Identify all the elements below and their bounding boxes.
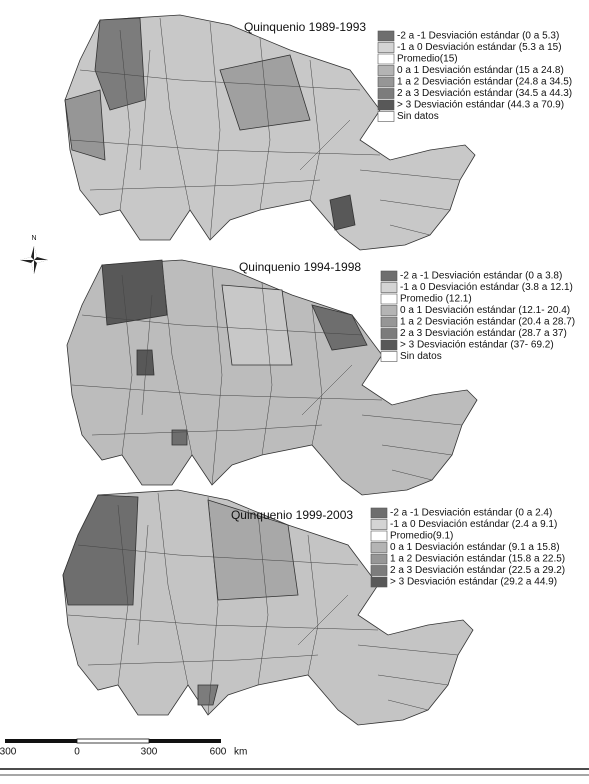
compass-highlight [20,246,48,274]
scale-segment [5,739,77,743]
region [62,494,139,606]
legend-swatch [370,530,388,542]
legend-swatch [370,542,388,553]
legend-label: > 3 Desviación estándar (44.3 a 70.9) [397,100,564,111]
map-1999-2003 [62,489,474,726]
region [219,54,311,131]
legend-swatch [380,328,398,339]
legend-label: > 3 Desviación estándar (37- 69.2) [400,340,554,351]
legend-swatch [380,293,398,305]
legend-swatch [377,76,395,88]
panel-title: Quinquenio 1989-1993 [244,20,366,34]
region [64,89,106,161]
scale-label: 600 [210,747,227,758]
legend-swatch [380,351,398,362]
region [171,429,188,446]
legend-swatch [370,576,388,588]
legend-swatch [377,111,395,122]
legend-swatch [380,270,398,282]
scale-segment [149,739,221,743]
legend-label: -2 a -1 Desviación estándar (0 a 2.4) [390,508,552,519]
legend-label: 0 a 1 Desviación estándar (15 a 24.8) [397,65,564,76]
legend-swatch [370,519,388,530]
legend-label: Promedio(15) [397,54,458,65]
legend-swatch [380,282,398,293]
legend-label: -1 a 0 Desviación estándar (3.8 a 12.1) [400,282,573,293]
legend-label: Sin datos [397,111,439,122]
legend-swatch [377,53,395,65]
legend-label: Promedio(9.1) [390,531,453,542]
legend-label: 1 a 2 Desviación estándar (24.8 a 34.5) [397,77,572,88]
region [197,684,219,706]
region [221,284,293,366]
legend-swatch [377,88,395,99]
legend-label: -2 a -1 Desviación estándar (0 a 3.8) [400,271,562,282]
map-1989-1993 [64,14,476,251]
legend-swatch [377,42,395,53]
compass: N [20,235,48,274]
legend-swatch [380,316,398,328]
map-1994-1998 [66,259,478,496]
legend-label: 0 a 1 Desviación estándar (12.1- 20.4) [400,305,570,316]
legend-label: > 3 Desviación estándar (29.2 a 44.9) [390,577,557,588]
legend-swatch [380,305,398,316]
legend-label: -1 a 0 Desviación estándar (2.4 a 9.1) [390,519,557,530]
panel-title: Quinquenio 1999-2003 [231,508,353,522]
legend-swatch [377,30,395,42]
compass-label: N [31,235,36,242]
region [136,349,155,376]
legend-swatch [380,339,398,351]
legend-label: Sin datos [400,351,442,362]
legend-swatch [377,99,395,111]
legend-swatch [377,65,395,76]
legend-label: 2 a 3 Desviación estándar (34.5 a 44.3) [397,88,572,99]
legend-label: Promedio (12.1) [400,294,472,305]
legend-label: 2 a 3 Desviación estándar (22.5 a 29.2) [390,565,565,576]
legend-swatch [370,565,388,576]
legend-swatch [370,507,388,519]
scale-unit: km [234,747,247,758]
maps [62,14,478,726]
legend-label: -1 a 0 Desviación estándar (5.3 a 15) [397,42,562,53]
region [311,304,368,351]
scale-segment [76,738,150,744]
legend-label: 1 a 2 Desviación estándar (15.8 a 22.5) [390,554,565,565]
scale-label: 300 [141,747,158,758]
scale-label: 0 [74,747,80,758]
legend-label: -2 a -1 Desviación estándar (0 a 5.3) [397,31,559,42]
panel-title: Quinquenio 1994-1998 [239,260,361,274]
legend-label: 0 a 1 Desviación estándar (9.1 a 15.8) [390,542,560,553]
legend-label: 2 a 3 Desviación estándar (28.7 a 37) [400,328,567,339]
scale-label: 300 [0,747,17,758]
region [329,194,356,231]
legend-label: 1 a 2 Desviación estándar (20.4 a 28.7) [400,317,575,328]
scale-bar: 300 0 300 600 km [0,738,247,758]
region [101,259,168,326]
legend-swatch [370,553,388,565]
compass-rose [20,246,48,274]
